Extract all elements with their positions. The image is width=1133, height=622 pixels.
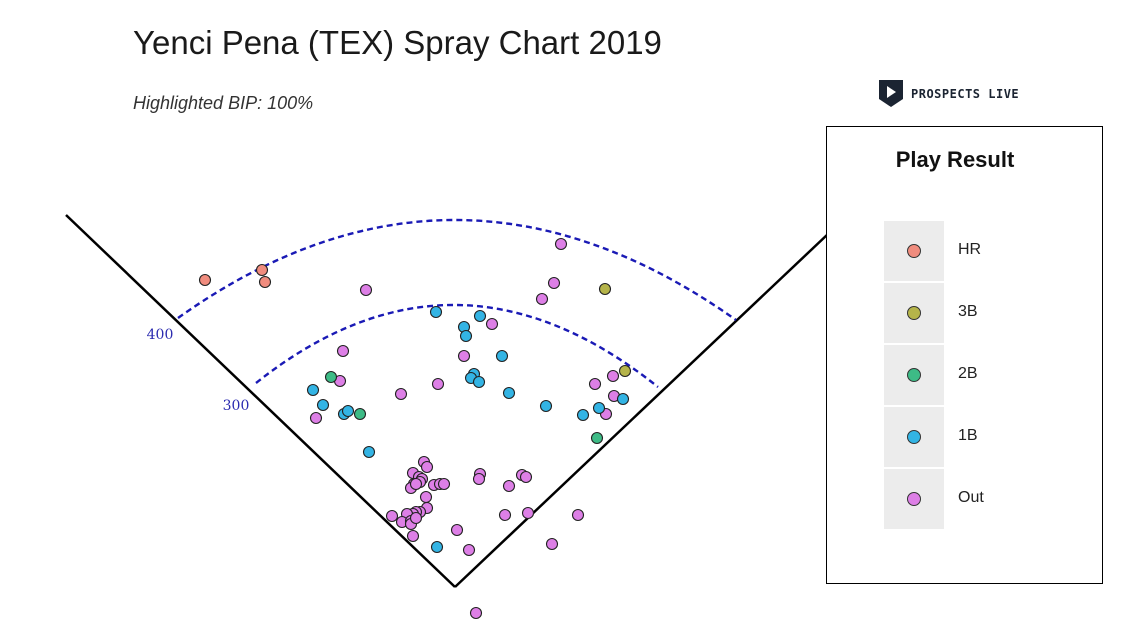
bip-point-out xyxy=(419,490,433,504)
legend-key xyxy=(884,283,944,343)
bip-point-1b xyxy=(316,398,330,412)
bip-point-out xyxy=(457,349,471,363)
right-foul-line xyxy=(454,233,829,588)
legend-label: Out xyxy=(958,489,984,506)
bip-point-out xyxy=(437,477,451,491)
bip-point-out xyxy=(519,470,533,484)
bip-point-1b xyxy=(473,309,487,323)
bip-point-2b xyxy=(353,407,367,421)
legend-dot xyxy=(907,368,921,382)
brand-logo: PROSPECTS LIVE xyxy=(879,80,1019,108)
legend-key xyxy=(884,469,944,529)
bip-point-out xyxy=(409,511,423,525)
bip-point-out xyxy=(485,317,499,331)
bip-point-hr xyxy=(198,273,212,287)
bip-point-out xyxy=(385,509,399,523)
legend-key xyxy=(884,407,944,467)
arc-300ft xyxy=(255,303,659,388)
bip-point-1b xyxy=(341,404,355,418)
chart-subtitle: Highlighted BIP: 100% xyxy=(133,93,314,113)
bip-point-1b xyxy=(430,540,444,554)
legend-dot xyxy=(907,306,921,320)
bip-point-out xyxy=(502,479,516,493)
bip-point-out xyxy=(571,508,585,522)
ball-in-play-points xyxy=(198,237,632,620)
bip-point-out xyxy=(309,411,323,425)
bip-point-hr xyxy=(255,263,269,277)
bip-point-hr xyxy=(258,275,272,289)
bip-point-out xyxy=(545,537,559,551)
bip-point-1b xyxy=(362,445,376,459)
bip-point-1b xyxy=(472,375,486,389)
legend-key xyxy=(884,221,944,281)
bip-point-1b xyxy=(539,399,553,413)
bip-point-out xyxy=(359,283,373,297)
bip-point-out xyxy=(420,460,434,474)
legend-item-hr: HR xyxy=(884,221,1054,281)
bip-point-out xyxy=(498,508,512,522)
legend-item-out: Out xyxy=(884,469,1054,529)
bip-point-1b xyxy=(502,386,516,400)
bip-point-out xyxy=(472,472,486,486)
bip-point-out xyxy=(588,377,602,391)
legend-dot xyxy=(907,492,921,506)
legend-key xyxy=(884,345,944,405)
legend-item-2b: 2B xyxy=(884,345,1054,405)
legend-dot xyxy=(907,430,921,444)
chart-title: Yenci Pena (TEX) Spray Chart 2019 xyxy=(133,24,662,61)
bip-point-2b xyxy=(324,370,338,384)
bip-point-1b xyxy=(429,305,443,319)
bip-point-out xyxy=(606,369,620,383)
bip-point-out xyxy=(409,477,423,491)
bip-point-1b xyxy=(459,329,473,343)
bip-point-out xyxy=(469,606,483,620)
bip-point-3b xyxy=(618,364,632,378)
left-foul-line xyxy=(65,214,456,588)
legend-label: 1B xyxy=(958,427,978,444)
bip-point-out xyxy=(547,276,561,290)
bip-point-out xyxy=(431,377,445,391)
bip-point-out xyxy=(535,292,549,306)
play-shield-icon xyxy=(879,80,903,107)
legend-label: 2B xyxy=(958,365,978,382)
arc-label-300: 300 xyxy=(223,398,250,414)
legend-item-1b: 1B xyxy=(884,407,1054,467)
legend-label: HR xyxy=(958,241,982,258)
bip-point-1b xyxy=(576,408,590,422)
bip-point-1b xyxy=(495,349,509,363)
bip-point-out xyxy=(521,506,535,520)
bip-point-out xyxy=(336,344,350,358)
legend-title: Play Result xyxy=(895,147,1015,172)
bip-point-out xyxy=(462,543,476,557)
bip-point-out xyxy=(394,387,408,401)
legend-label: 3B xyxy=(958,303,978,320)
bip-point-1b xyxy=(306,383,320,397)
bip-point-out xyxy=(554,237,568,251)
legend-dot xyxy=(907,244,921,258)
brand-name: PROSPECTS LIVE xyxy=(911,87,1020,101)
bip-point-1b xyxy=(592,401,606,415)
bip-point-2b xyxy=(590,431,604,445)
bip-point-out xyxy=(450,523,464,537)
bip-point-out xyxy=(406,529,420,543)
legend-item-3b: 3B xyxy=(884,283,1054,343)
bip-point-1b xyxy=(616,392,630,406)
legend: Play Result HR 3B 2B 1B Out xyxy=(826,126,1103,584)
bip-point-3b xyxy=(598,282,612,296)
arc-label-400: 400 xyxy=(147,327,174,343)
